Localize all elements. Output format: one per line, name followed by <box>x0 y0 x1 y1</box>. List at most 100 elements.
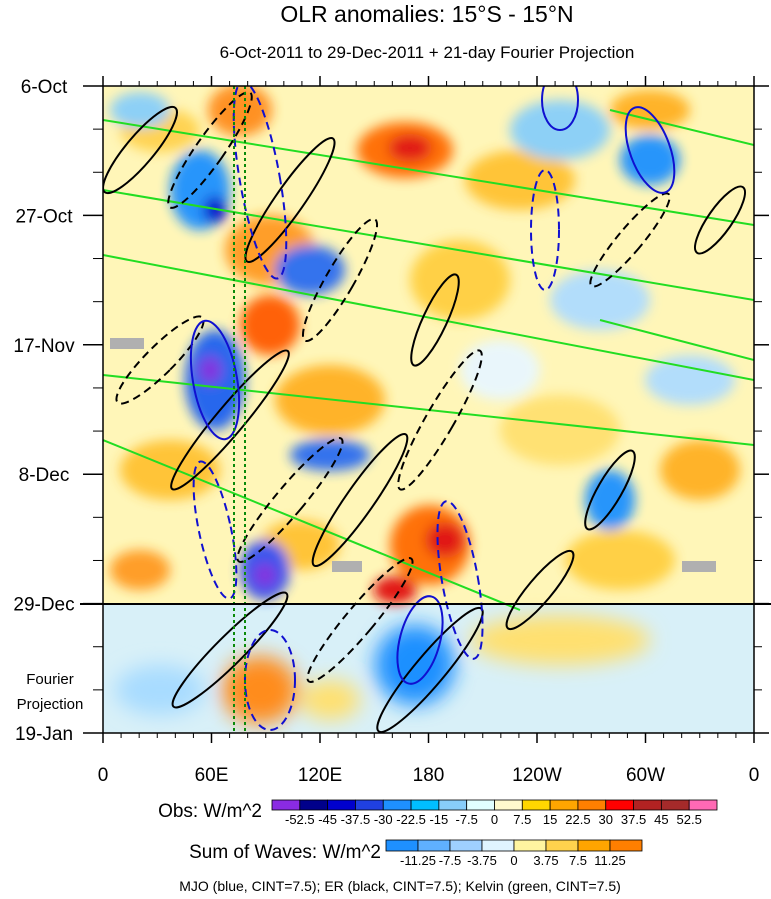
er-contour <box>311 432 409 568</box>
x-tick-label: 120E <box>298 765 342 786</box>
kelvin-contour <box>599 319 754 361</box>
colorbar-tick-label: 7.5 <box>569 853 587 868</box>
obs-blob <box>110 92 170 128</box>
waves-colorbar-label: Sum of Waves: W/m^2 <box>189 842 381 863</box>
y-tick-label: 27-Oct <box>15 206 73 227</box>
kelvin-contour <box>103 189 754 301</box>
colorbar-tick-label: 37.5 <box>621 812 646 827</box>
kelvin-contour <box>103 254 754 381</box>
mjo-contours <box>189 86 676 685</box>
projection-blob <box>470 615 650 665</box>
colorbar-swatch <box>382 799 412 811</box>
projection-label-line1: Fourier <box>26 671 74 688</box>
obs-blob <box>208 86 272 136</box>
y-tick-label: 8-Dec <box>19 465 70 486</box>
er-contour <box>103 105 178 195</box>
obs-colorbar: -52.5 -45 -37.5 -30 -22.5 -15 -7.5 0 7.5 15 22.5 30… <box>271 799 718 827</box>
colorbar-tick-label: -7.5 <box>439 853 461 868</box>
er-dashed-contour <box>115 315 205 405</box>
colorbar-swatch <box>545 839 579 852</box>
colorbar-tick-label: 0 <box>510 853 517 868</box>
obs-blob <box>120 440 220 500</box>
projection-field <box>115 615 650 724</box>
colorbar-tick-label: -45 <box>318 812 337 827</box>
colorbar-tick-label: -7.5 <box>455 812 477 827</box>
colorbar-swatch <box>609 839 643 852</box>
colorbar-swatch <box>417 839 451 852</box>
colorbar-tick-label: -22.5 <box>396 812 426 827</box>
colorbar-swatch <box>466 799 495 811</box>
obs-blob <box>460 340 540 400</box>
obs-anomaly-field <box>110 86 740 604</box>
er-dashed-contour <box>167 91 253 209</box>
chart-title: OLR anomalies: 15°S - 15°N <box>280 1 573 27</box>
x-tick-label: 60E <box>195 765 229 786</box>
contour-legend: MJO (blue, CINT=7.5); ER (black, CINT=7.… <box>179 878 621 894</box>
kelvin-contour <box>103 439 521 611</box>
obs-blob <box>203 196 227 224</box>
mjo-dashed-contours <box>192 86 560 731</box>
missing-data-patch <box>332 561 362 572</box>
colorbar-swatch <box>549 799 579 811</box>
mjo-contour <box>541 86 579 131</box>
er-contour <box>694 185 746 255</box>
obs-blob <box>240 295 300 355</box>
colorbar-swatch <box>521 799 551 811</box>
colorbar-swatch <box>271 799 301 811</box>
kelvin-contour <box>609 109 754 146</box>
colorbar-tick-label: 3.75 <box>533 853 558 868</box>
x-tick-label: 180 <box>413 765 445 786</box>
obs-blob <box>110 550 170 590</box>
obs-blob <box>410 240 510 320</box>
mjo-dashed-contour <box>436 500 484 660</box>
projection-blob <box>222 656 298 724</box>
obs-blob <box>645 355 735 405</box>
obs-blob <box>388 134 432 162</box>
mjo-dashed-contour <box>530 169 560 291</box>
mjo-contour <box>396 595 444 685</box>
er-dashed-contour <box>589 192 671 288</box>
colorbar-swatch <box>355 799 384 811</box>
colorbar-swatch <box>577 839 611 852</box>
y-tick-label: 17-Nov <box>13 336 75 357</box>
colorbar-swatch <box>438 799 468 811</box>
colorbar-swatch <box>449 839 483 852</box>
x-tick-label: 120W <box>512 765 562 786</box>
er-dashed-contour <box>236 437 344 563</box>
colorbar-swatch <box>327 799 356 811</box>
er-contour <box>584 449 636 531</box>
projection-blob <box>300 680 360 720</box>
y-tick-label: 29-Dec <box>13 595 74 616</box>
obs-blob <box>198 356 222 384</box>
obs-blob <box>620 135 680 185</box>
obs-blob <box>660 440 740 500</box>
y-tick-label: 6-Oct <box>21 77 68 98</box>
obs-blob <box>610 90 690 130</box>
x-tick-label: 0 <box>749 765 760 786</box>
colorbar-tick-label: 22.5 <box>565 812 590 827</box>
colorbar-swatch <box>494 799 523 811</box>
mjo-contour <box>624 106 676 194</box>
colorbar-tick-label: 11.25 <box>594 853 626 868</box>
er-contour <box>244 137 336 263</box>
er-dashed-contour <box>301 217 379 343</box>
y-axis: 6-Oct 27-Oct 17-Nov 8-Dec 29-Dec 19-Jan <box>13 77 769 745</box>
mjo-dashed-contour <box>192 460 238 600</box>
x-tick-label: 0 <box>98 765 109 786</box>
colorbar-tick-label: -11.25 <box>400 853 436 868</box>
colorbar-tick-label: -3.75 <box>467 853 497 868</box>
er-dashed-contour <box>306 557 414 683</box>
colorbar-tick-label: 30 <box>599 812 613 827</box>
colorbar-tick-label: 0 <box>491 812 498 827</box>
obs-blob <box>585 470 635 530</box>
colorbar-tick-label: -52.5 <box>285 812 315 827</box>
colorbar-tick-label: -15 <box>429 812 448 827</box>
colorbar-tick-label: -30 <box>374 812 393 827</box>
colorbar-swatch <box>385 839 419 852</box>
colorbar-swatch <box>299 799 329 811</box>
er-contours <box>103 105 746 733</box>
er-contour <box>505 549 575 631</box>
colorbar-tick-label: 45 <box>654 812 668 827</box>
obs-blob <box>275 245 345 295</box>
